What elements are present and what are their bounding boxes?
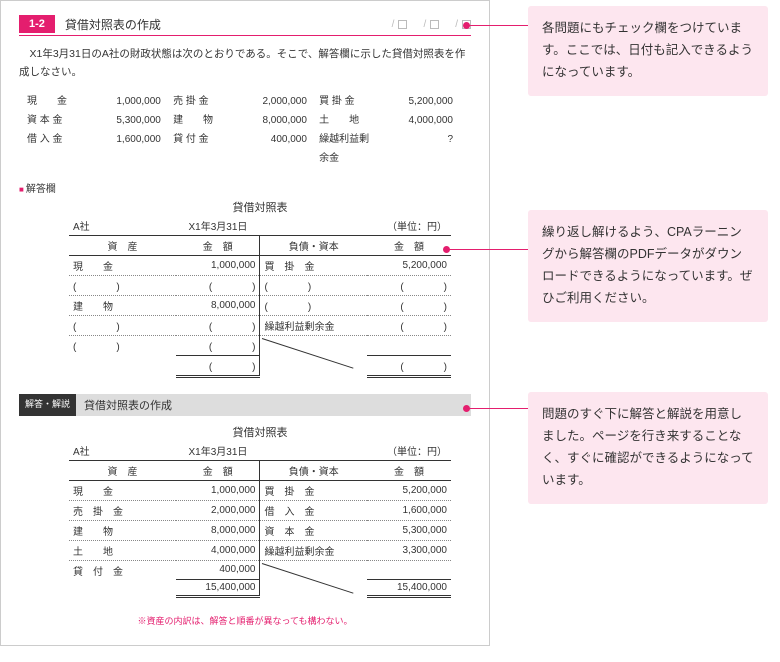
given-item: 売 掛 金2,000,000 [173,92,317,111]
given-item: 貸 付 金400,000 [173,130,317,168]
given-item: 建 物8,000,000 [173,111,317,130]
given-item: 買 掛 金5,200,000 [319,92,463,111]
bs-row: 土 地4,000,000繰越利益剰余金3,300,000 [69,540,451,560]
callout-explanation: 問題のすぐ下に解答と解説を用意しました。ページを行き来することなく、すぐに確認が… [528,392,768,504]
given-data: 現 金1,000,000売 掛 金2,000,000買 掛 金5,200,000… [27,92,463,168]
worksheet-page: 1-2 貸借対照表の作成 / / / X1年3月31日のA社の財政状態は次のとお… [0,0,490,646]
callout-checkboxes: 各問題にもチェック欄をつけています。ここでは、日付も記入できるようになっています… [528,6,768,96]
check-slot[interactable]: / [392,19,408,30]
explanation-title: 貸借対照表の作成 [76,394,471,416]
problem-header: 1-2 貸借対照表の作成 / / / [19,15,471,36]
explanation-header: 解答・解説 貸借対照表の作成 [19,394,471,416]
callout-download: 繰り返し解けるよう、CPAラーニングから解答欄のPDFデータがダウンロードできる… [528,210,768,322]
answer-area-label: 解答欄 [19,180,471,195]
bs-title: 貸借対照表 [69,199,451,215]
given-item: 繰越利益剰余金? [319,130,463,168]
bs-row: 現 金1,000,000買 掛 金5,200,000 [69,480,451,500]
given-item: 土 地4,000,000 [319,111,463,130]
bs-row: 建 物8,000,000資 本 金5,300,000 [69,520,451,540]
bs-row: 現 金1,000,000買 掛 金5,200,000 [69,255,451,275]
problem-text: X1年3月31日のA社の財政状態は次のとおりである。そこで、解答欄に示した貸借対… [19,46,471,82]
balance-sheet-blank: 貸借対照表 A社X1年3月31日（単位：円）資 産金 額負債・資本金 額現 金1… [69,199,451,378]
footnote: ※資産の内訳は、解答と順番が異なっても構わない。 [19,614,471,627]
bs-row: ( )( )( )( ) [69,275,451,295]
bs-row: 売 掛 金2,000,000借 入 金1,600,000 [69,500,451,520]
pointer-line [468,408,528,409]
bs-row: ( )( )繰越利益剰余金( ) [69,315,451,335]
balance-sheet-filled: 貸借対照表 A社X1年3月31日（単位：円）資 産金 額負債・資本金 額現 金1… [69,424,451,599]
given-item: 現 金1,000,000 [27,92,171,111]
bs-row: 建 物8,000,000( )( ) [69,295,451,315]
pointer-line [468,25,528,26]
check-slots: / / / [392,19,471,30]
given-item: 資 本 金5,300,000 [27,111,171,130]
given-item: 借 入 金1,600,000 [27,130,171,168]
problem-number: 1-2 [19,15,55,33]
explanation-tag: 解答・解説 [19,394,76,416]
pointer-line [448,249,528,250]
problem-title: 貸借対照表の作成 [65,16,392,33]
bs-row: 貸 付 金400,000 [69,560,451,580]
bs-row: ( )( ) [69,335,451,355]
check-slot[interactable]: / [423,19,439,30]
bs-title: 貸借対照表 [69,424,451,440]
